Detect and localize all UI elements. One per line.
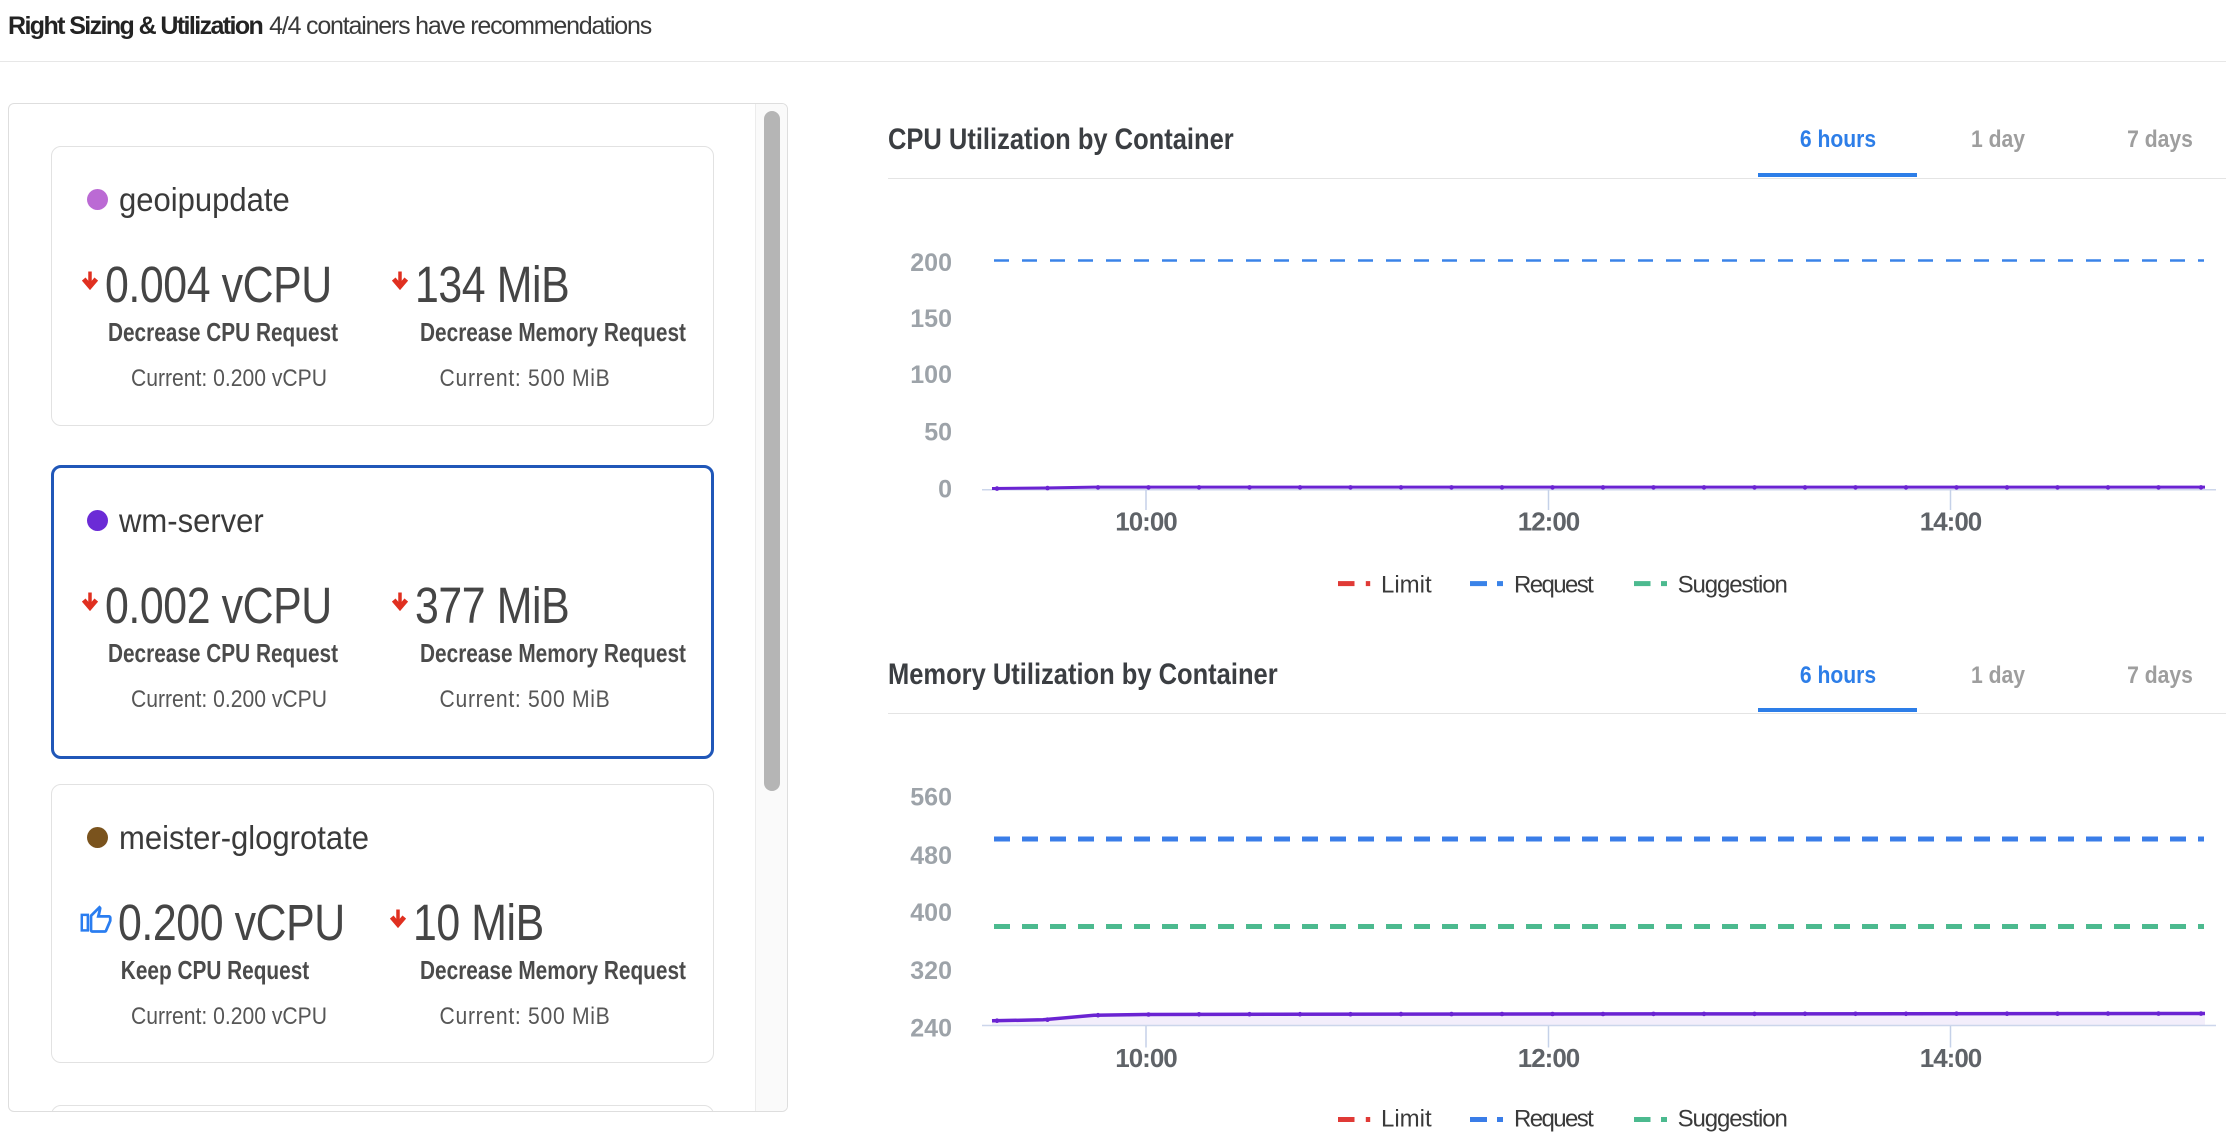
svg-text:Limit: Limit — [1381, 1106, 1432, 1133]
svg-text:12:00: 12:00 — [1518, 506, 1580, 536]
svg-text:50: 50 — [924, 418, 952, 446]
svg-text:Suggestion: Suggestion — [1678, 1106, 1787, 1133]
svg-text:560: 560 — [910, 784, 952, 812]
svg-text:14:00: 14:00 — [1920, 506, 1982, 536]
svg-text:14:00: 14:00 — [1920, 1043, 1982, 1073]
svg-text:100: 100 — [910, 361, 952, 389]
svg-text:10:00: 10:00 — [1115, 506, 1177, 536]
svg-text:150: 150 — [910, 305, 952, 333]
svg-text:Limit: Limit — [1381, 571, 1432, 598]
svg-text:200: 200 — [910, 249, 952, 277]
svg-text:240: 240 — [910, 1015, 952, 1043]
svg-text:Request: Request — [1514, 1106, 1594, 1133]
svg-text:Suggestion: Suggestion — [1678, 571, 1787, 598]
svg-text:400: 400 — [910, 899, 952, 927]
svg-text:0: 0 — [938, 476, 952, 504]
svg-text:12:00: 12:00 — [1518, 1043, 1580, 1073]
svg-text:Request: Request — [1514, 571, 1594, 598]
svg-text:10:00: 10:00 — [1115, 1043, 1177, 1073]
svg-text:320: 320 — [910, 957, 952, 985]
svg-text:480: 480 — [910, 842, 952, 870]
